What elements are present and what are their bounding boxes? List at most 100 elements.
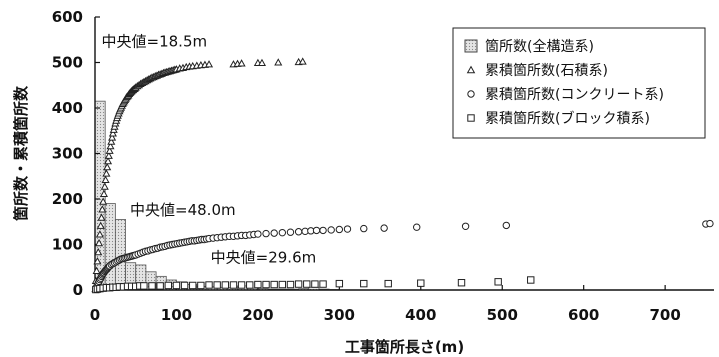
point-block	[229, 281, 238, 289]
point-concrete	[286, 228, 295, 236]
point-stone	[94, 248, 103, 256]
point-stone	[104, 151, 113, 159]
legend-label-stone: 累積箇所数(石積系)	[485, 62, 608, 79]
point-block	[213, 281, 221, 289]
legend-label-concrete: 累積箇所数(コンクリート系)	[485, 86, 664, 103]
point-stone	[105, 146, 114, 154]
point-block	[189, 281, 197, 290]
point-concrete	[319, 226, 327, 235]
legend-circle-marker	[467, 90, 475, 98]
point-concrete	[254, 230, 262, 238]
annotation-median-block: 中央値=29.6m	[211, 249, 317, 267]
point-block	[205, 281, 213, 289]
x-axis-label: 工事箇所長さ(m)	[345, 338, 464, 356]
point-stone	[257, 58, 267, 67]
point-block	[270, 280, 278, 289]
y-tick-label: 0	[73, 281, 83, 299]
point-block	[303, 280, 311, 288]
point-block	[237, 281, 246, 289]
y-axis-label: 箇所数・累積箇所数	[12, 85, 30, 222]
x-tick-label: 500	[487, 306, 518, 324]
point-concrete	[413, 223, 421, 231]
x-tick-label: 0	[90, 306, 100, 324]
series-concrete	[92, 219, 714, 293]
point-stone	[108, 129, 117, 137]
point-stone	[99, 197, 108, 205]
y-tick-label: 600	[52, 8, 83, 26]
point-block	[254, 280, 262, 289]
point-stone	[93, 257, 102, 265]
x-tick-label: 300	[324, 306, 355, 324]
y-tick-label: 400	[52, 99, 83, 117]
y-tick-label: 300	[52, 145, 83, 163]
point-stone	[107, 137, 116, 145]
point-stone	[103, 157, 113, 165]
point-block	[278, 280, 287, 289]
point-block	[156, 282, 164, 290]
point-stone	[204, 60, 214, 68]
x-tick-label: 400	[405, 306, 436, 324]
legend: 箇所数(全構造系) 累積箇所数(石積系) 累積箇所数(コンクリート系) 累積箇所…	[452, 27, 706, 139]
point-block	[180, 281, 189, 290]
point-block	[164, 281, 173, 290]
point-concrete	[502, 221, 511, 230]
point-concrete	[461, 222, 470, 231]
y-tick-label: 200	[52, 190, 83, 208]
point-block	[294, 280, 303, 288]
point-block	[494, 278, 502, 286]
y-tick-label: 500	[52, 54, 83, 72]
x-tick-label: 600	[568, 306, 599, 324]
point-block	[197, 281, 205, 290]
series-markers	[91, 57, 714, 294]
point-concrete	[343, 225, 352, 233]
legend-histogram-swatch	[464, 39, 478, 53]
point-block	[457, 279, 466, 287]
histogram-bar-1	[104, 203, 116, 291]
ticks: 0 100 200 300 400 500 600 0 100 200 300 400 500 600 70…	[52, 8, 681, 324]
point-stone	[99, 189, 109, 198]
x-tick-label: 100	[161, 306, 192, 324]
point-concrete	[380, 224, 388, 232]
point-block	[221, 281, 230, 289]
point-stone	[95, 230, 104, 238]
point-block	[384, 279, 392, 288]
legend-triangle-marker	[466, 65, 476, 74]
legend-label-histogram: 箇所数(全構造系)	[485, 38, 594, 55]
point-stone	[98, 205, 107, 213]
point-stone	[92, 266, 101, 274]
point-block	[286, 280, 295, 289]
point-stone	[97, 213, 106, 221]
point-block	[527, 276, 535, 284]
point-concrete	[360, 224, 368, 233]
point-concrete	[706, 219, 714, 228]
point-block	[246, 281, 254, 289]
point-block	[417, 279, 425, 287]
point-stone	[100, 182, 109, 190]
annotation-median-stone: 中央値=18.5m	[102, 33, 208, 51]
point-block	[148, 282, 156, 290]
point-block	[262, 280, 270, 289]
annotation-median-concrete: 中央値=48.0m	[130, 201, 236, 219]
point-stone	[96, 221, 105, 229]
legend-square-marker	[467, 114, 475, 122]
point-stone	[106, 141, 115, 150]
point-concrete	[294, 228, 303, 236]
legend-label-block: 累積箇所数(ブロック積系)	[485, 110, 650, 127]
point-stone	[101, 175, 110, 183]
point-block	[360, 279, 368, 288]
point-concrete	[312, 226, 321, 235]
point-block	[140, 282, 148, 290]
point-block	[335, 279, 344, 288]
point-concrete	[262, 229, 270, 238]
point-stone	[274, 58, 283, 66]
point-concrete	[335, 225, 344, 234]
point-stone	[102, 169, 111, 177]
point-stone	[108, 133, 117, 141]
y-tick-label: 100	[52, 236, 83, 254]
legend-box	[452, 27, 706, 139]
point-stone	[237, 59, 246, 67]
point-concrete	[327, 226, 335, 234]
point-stone	[95, 238, 104, 247]
point-concrete	[278, 228, 287, 237]
